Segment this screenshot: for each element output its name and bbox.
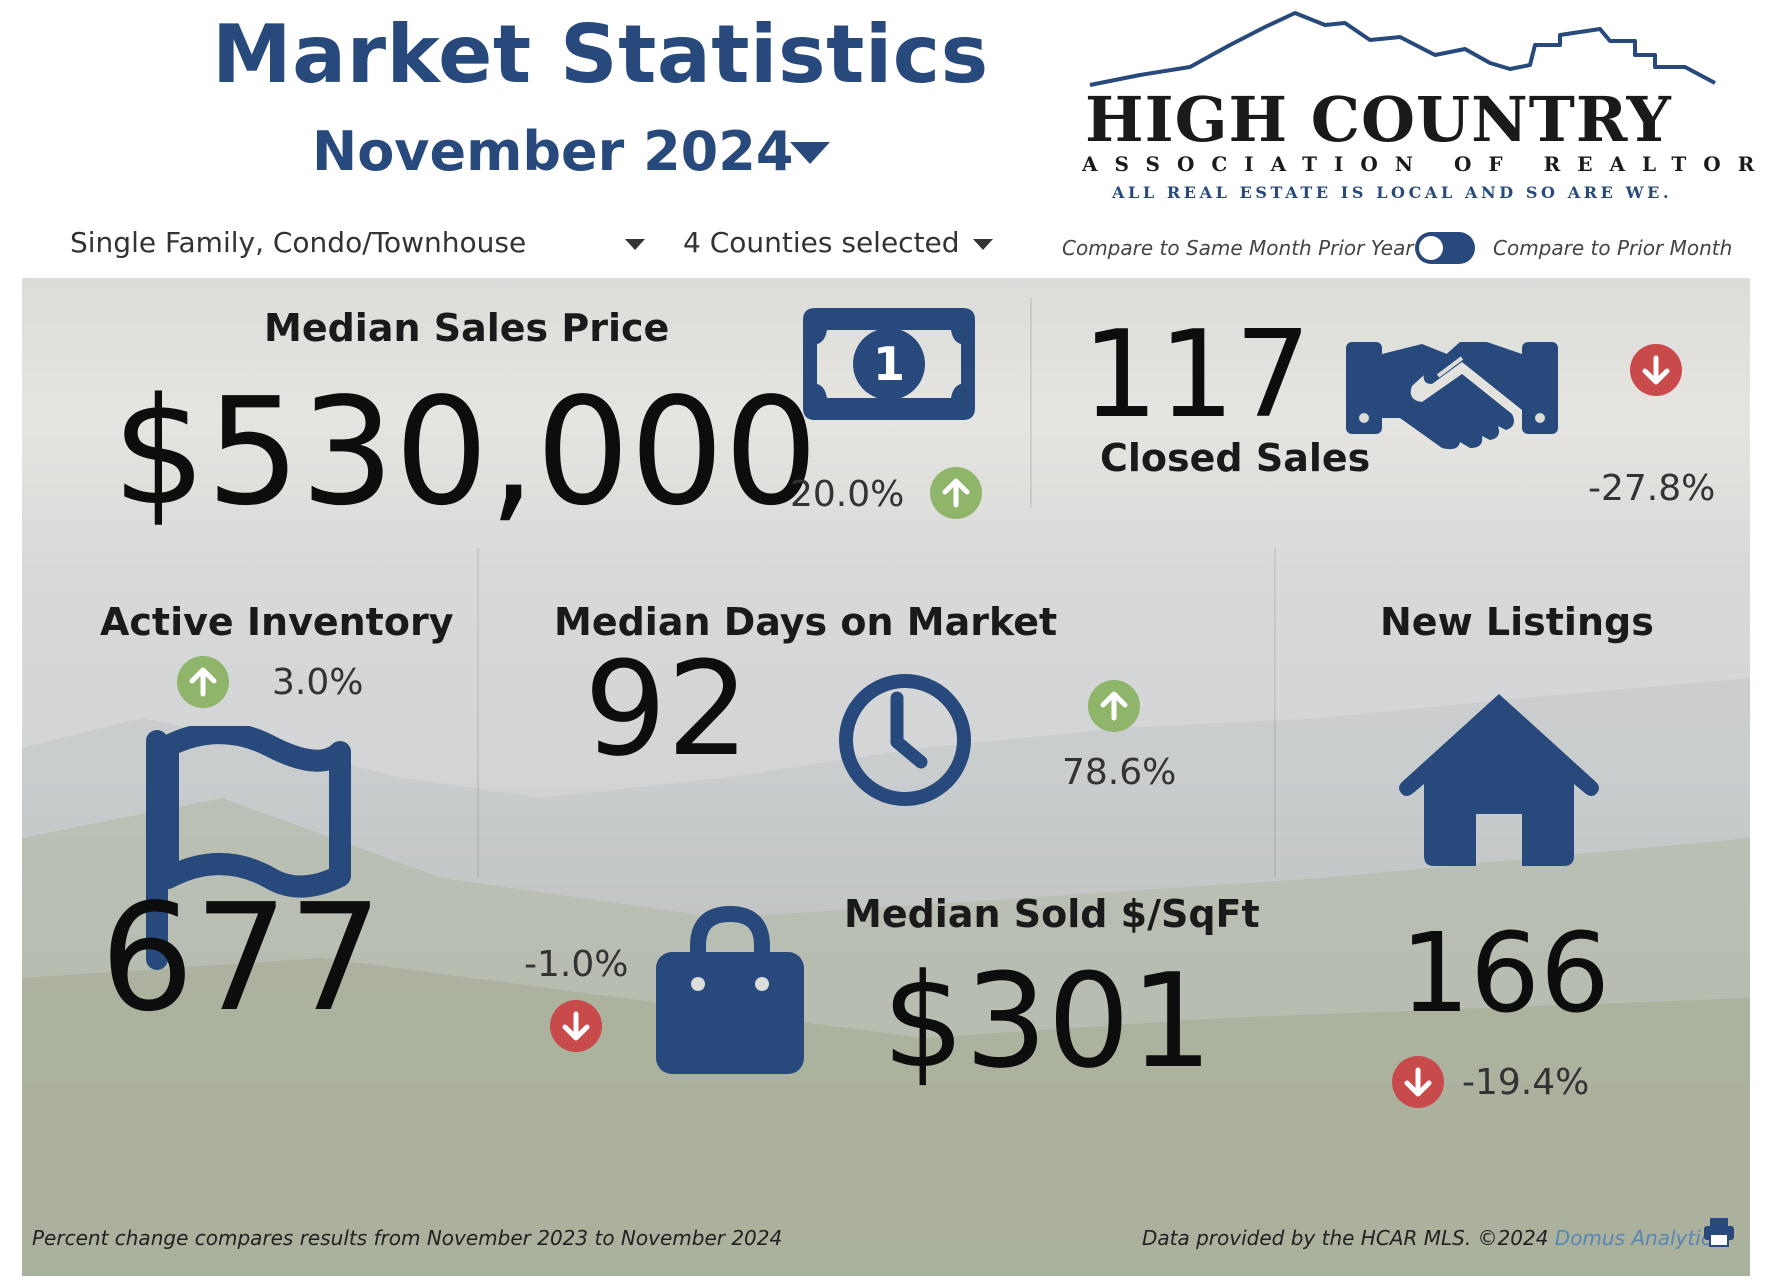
footer-credit-text: Data provided by the HCAR MLS. ©2024 [1142,1226,1549,1250]
footer-note: Percent change compares results from Nov… [32,1226,783,1250]
median-sales-price-label: Median Sales Price [264,306,670,350]
median-sqft-change: -1.0% [524,944,629,985]
property-type-caret-icon[interactable] [625,239,645,250]
domus-analytics-link[interactable]: Domus Analytics [1554,1226,1723,1250]
logo-name: HIGH COUNTRY [1085,83,1672,156]
new-listings-value: 166 [1400,909,1610,1037]
dollar-bill-icon: 1 [803,308,975,420]
toggle-knob [1419,236,1443,260]
new-listings-label: New Listings [1380,600,1654,644]
divider-top [1030,298,1032,508]
stats-panel: Median Sales Price $530,000 1 20.0% 117 … [22,278,1750,1276]
arrow-up-icon [177,656,229,708]
landscape-background [22,678,1750,1276]
closed-sales-change: -27.8% [1588,468,1716,509]
arrow-up-icon [1088,680,1140,732]
closed-sales-label: Closed Sales [1100,436,1371,480]
mountain-skyline-logo-icon [1089,11,1716,87]
median-sales-price-value: $530,000 [112,366,819,538]
compare-prior-month-label: Compare to Prior Month [1493,236,1733,260]
shopping-bag-icon [656,905,804,1074]
page-title: Market Statistics [212,8,989,101]
arrow-down-icon [1630,344,1682,396]
active-inventory-change: 3.0% [272,662,364,703]
median-days-label: Median Days on Market [554,600,1058,644]
property-type-filter[interactable]: Single Family, Condo/Townhouse [70,226,527,259]
high-country-logo: HIGH COUNTRY ASSOCIATION OF REALTORS ALL… [1080,5,1772,210]
divider-left [477,548,479,878]
median-sqft-value: $301 [882,945,1213,1097]
closed-sales-value: 117 [1082,306,1312,445]
median-sales-price-change: 20.0% [790,474,905,515]
svg-text:1: 1 [873,337,905,391]
arrow-down-icon [1392,1056,1444,1108]
arrow-up-icon [930,467,982,519]
median-sqft-label: Median Sold $/SqFt [844,892,1260,936]
flag-icon [146,726,351,970]
active-inventory-label: Active Inventory [100,600,454,644]
house-icon [1399,694,1599,866]
active-inventory-value: 677 [100,872,383,1044]
counties-filter[interactable]: 4 Counties selected [683,226,960,259]
logo-association: ASSOCIATION OF REALTORS [1082,152,1772,176]
clock-icon [839,674,971,806]
arrow-down-icon [550,1000,602,1052]
median-days-change: 78.6% [1062,752,1177,793]
logo-tagline: ALL REAL ESTATE IS LOCAL AND SO ARE WE. [1112,183,1673,202]
median-days-value: 92 [584,633,750,785]
printer-icon[interactable] [1702,1216,1736,1248]
compare-toggle[interactable] [1415,232,1475,264]
new-listings-change: -19.4% [1462,1062,1590,1103]
handshake-icon [1346,342,1558,450]
counties-caret-icon[interactable] [973,239,993,250]
compare-prior-year-label: Compare to Same Month Prior Year [1062,236,1414,260]
footer-credit: Data provided by the HCAR MLS. ©2024 Dom… [1142,1226,1722,1250]
month-selector[interactable]: November 2024 [312,120,794,183]
divider-right [1274,548,1276,878]
month-dropdown-caret-icon[interactable] [790,142,830,164]
